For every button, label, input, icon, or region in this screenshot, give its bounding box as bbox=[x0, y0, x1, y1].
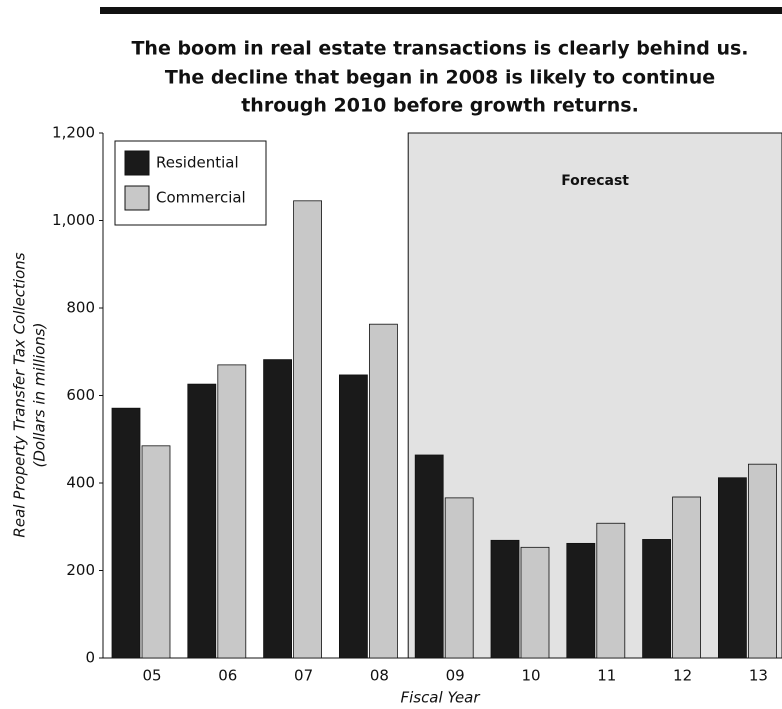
y-tick-label: 800 bbox=[66, 299, 95, 317]
bar bbox=[217, 364, 247, 659]
bar bbox=[414, 454, 444, 659]
bar bbox=[444, 497, 474, 659]
bar bbox=[596, 522, 626, 659]
x-tick-label: 05 bbox=[142, 667, 161, 685]
top-rule bbox=[100, 7, 782, 14]
x-tick-label: 07 bbox=[294, 667, 313, 685]
bar bbox=[263, 359, 293, 659]
x-tick-label: 10 bbox=[521, 667, 540, 685]
bar bbox=[293, 200, 323, 659]
bar bbox=[520, 546, 550, 659]
y-tick-label: 1,200 bbox=[52, 124, 95, 142]
x-tick-label: 13 bbox=[749, 667, 768, 685]
y-axis-label: (Dollars in millions) bbox=[31, 323, 49, 468]
y-axis-label: Real Property Transfer Tax Collections bbox=[11, 252, 29, 537]
bar bbox=[642, 539, 671, 659]
legend-swatch bbox=[124, 150, 150, 176]
chart-title: The decline that began in 2008 is likely… bbox=[165, 67, 715, 89]
bar bbox=[338, 374, 368, 659]
bar bbox=[672, 496, 701, 659]
y-tick-label: 600 bbox=[66, 386, 95, 404]
legend-label: Commercial bbox=[156, 189, 246, 207]
y-tick-label: 200 bbox=[66, 561, 95, 579]
y-tick-label: 400 bbox=[66, 474, 95, 492]
bar bbox=[187, 383, 217, 659]
x-tick-label: 09 bbox=[446, 667, 465, 685]
legend-label: Residential bbox=[156, 154, 239, 172]
x-tick-label: 12 bbox=[673, 667, 692, 685]
y-tick-label: 0 bbox=[85, 649, 95, 667]
x-axis-label: Fiscal Year bbox=[400, 689, 480, 707]
legend-swatch bbox=[124, 185, 150, 211]
chart-title: The boom in real estate transactions is … bbox=[131, 38, 748, 60]
bar bbox=[718, 477, 747, 659]
bar bbox=[141, 445, 171, 659]
bar bbox=[566, 542, 596, 659]
forecast-label: Forecast bbox=[561, 173, 629, 189]
chart-title: through 2010 before growth returns. bbox=[241, 95, 639, 117]
x-tick-label: 06 bbox=[218, 667, 237, 685]
x-tick-label: 08 bbox=[370, 667, 389, 685]
bar bbox=[368, 323, 398, 659]
x-tick-label: 11 bbox=[597, 667, 616, 685]
y-tick-label: 1,000 bbox=[52, 211, 95, 229]
bar bbox=[111, 407, 141, 659]
bar bbox=[748, 463, 777, 659]
bar bbox=[490, 539, 520, 659]
